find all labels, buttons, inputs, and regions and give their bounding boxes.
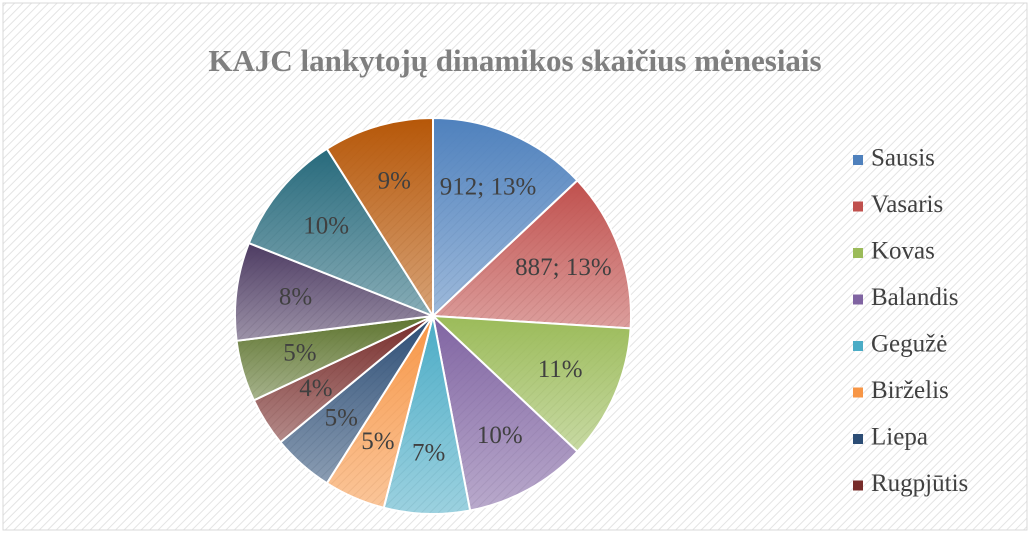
data-label: 8% — [279, 283, 312, 310]
legend-swatch — [853, 201, 863, 212]
data-label: 7% — [412, 439, 445, 466]
legend-label: Rugpjūtis — [871, 470, 968, 497]
legend-label: Birželis — [871, 377, 949, 404]
pie-slice — [431, 313, 579, 512]
legend-label: Gegužė — [871, 331, 947, 358]
data-label: 4% — [299, 375, 332, 402]
data-label: 11% — [538, 356, 583, 383]
legend-swatch — [853, 294, 863, 305]
legend-label: Vasaris — [871, 191, 943, 218]
data-label: 10% — [477, 422, 523, 449]
legend-label: Liepa — [871, 424, 928, 451]
legend-label: Kovas — [871, 238, 935, 265]
legend-swatch — [853, 387, 863, 398]
data-label: 912; 13% — [440, 174, 537, 201]
legend-swatch — [853, 480, 863, 491]
data-label: 887; 13% — [515, 254, 612, 281]
data-label: 10% — [303, 212, 349, 239]
legend-swatch — [853, 155, 863, 165]
data-label: 5% — [283, 339, 316, 366]
pie-slice — [432, 116, 579, 319]
legend-swatch — [853, 434, 863, 444]
legend-swatch — [853, 341, 863, 351]
pie-slice — [247, 147, 436, 319]
pie-slice — [234, 241, 434, 342]
pie-slice — [430, 314, 632, 453]
legend-label: Balandis — [871, 284, 959, 311]
legend-label: Sausis — [871, 145, 935, 172]
pie-slice — [430, 179, 632, 330]
pie-slice — [325, 116, 434, 320]
data-label: 5% — [361, 428, 394, 455]
data-label: 9% — [378, 168, 411, 195]
legend-swatch — [853, 248, 863, 258]
chart-title: KAJC lankytojų dinamikos skaičius mėnesi… — [208, 43, 821, 78]
data-label: 5% — [325, 405, 358, 432]
